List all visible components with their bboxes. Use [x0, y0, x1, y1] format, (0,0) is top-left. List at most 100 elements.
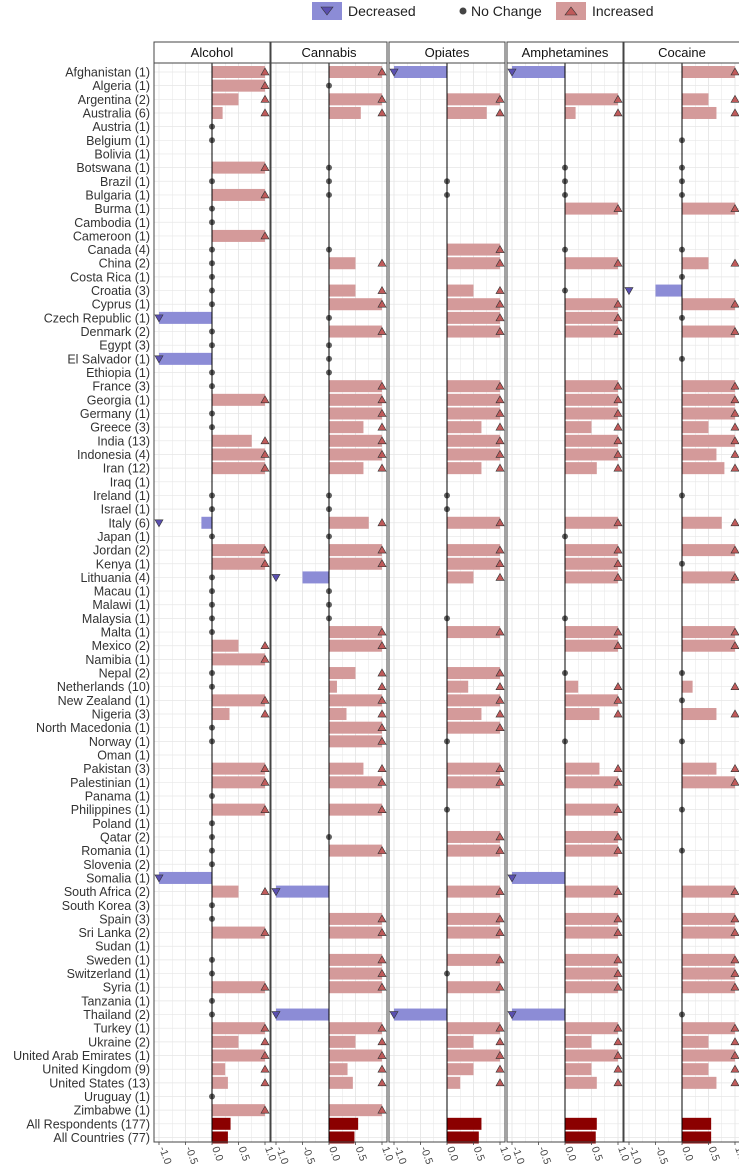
point-amphetamines-syria [613, 982, 623, 991]
bar-alcohol-czech-republic [159, 311, 212, 324]
bar-amphetamines-all-countries [565, 1131, 596, 1144]
point-amphetamines-georgia [613, 395, 623, 404]
point-amphetamines-netherlands [613, 682, 623, 691]
point-alcohol-palestinian [260, 777, 270, 786]
point-amphetamines-sri-lanka [613, 927, 623, 936]
point-cocaine-united-arab-emirates [730, 1050, 739, 1059]
point-amphetamines-germany [613, 408, 623, 417]
point-amphetamines-india [613, 436, 623, 445]
point-alcohol-czech-republic [154, 314, 164, 323]
row-label-spain: Spain (3) [99, 912, 150, 926]
x-tick-label-cannabis: 1.0 [379, 1145, 395, 1163]
panels: Alcohol -1.0 -0.5 0.0 0.5 1.0 Cannabis -1.0 -0.5… [153, 41, 739, 1166]
point-amphetamines-indonesia [613, 449, 623, 458]
bar-cannabis-turkey [329, 1022, 382, 1035]
point-cocaine-china [730, 258, 739, 267]
bar-opiates-qatar [447, 830, 500, 843]
bar-alcohol-kenya [212, 557, 265, 570]
x-tick-label-amphetamines: -1.0 [509, 1145, 527, 1166]
bar-opiates-south-africa [447, 885, 500, 898]
bar-cannabis-nigeria [329, 708, 347, 721]
x-tick-label-cocaine: 1.0 [732, 1145, 739, 1163]
bar-cannabis-australia [329, 106, 361, 119]
bar-alcohol-iran [212, 462, 265, 475]
legend-decreased-label: Decreased [348, 3, 416, 19]
point-cannabis-united-arab-emirates [377, 1050, 387, 1059]
bar-cannabis-all-respondents [329, 1117, 359, 1130]
bar-amphetamines-kenya [565, 557, 618, 570]
bar-cocaine-india [682, 434, 735, 447]
point-opiates-australia [495, 108, 505, 117]
x-tick-label-opiates: -1.0 [391, 1145, 409, 1166]
point-opiates-thailand [389, 1011, 399, 1020]
bar-alcohol-somalia [159, 871, 212, 884]
point-alcohol-jordan [260, 545, 270, 554]
point-amphetamines-switzerland [613, 968, 623, 977]
point-cocaine-turkey [730, 1023, 739, 1032]
row-label-pakistan: Pakistan (3) [83, 762, 150, 776]
row-label-switzerland: Switzerland (1) [67, 967, 150, 981]
row-label-uruguay: Uruguay (1) [84, 1090, 150, 1104]
bar-cocaine-united-kingdom [682, 1063, 709, 1076]
point-opiates-afghanistan [389, 68, 399, 77]
bar-alcohol-mexico [212, 639, 239, 652]
row-label-algeria: Algeria (1) [92, 79, 150, 93]
bar-cocaine-georgia [682, 393, 735, 406]
bar-cannabis-china [329, 257, 356, 270]
bar-cannabis-spain [329, 912, 382, 925]
bar-opiates-argentina [447, 93, 500, 106]
row-label-cameroon: Cameroon (1) [73, 229, 150, 243]
bar-opiates-turkey [447, 1022, 500, 1035]
bar-cocaine-syria [682, 981, 735, 994]
point-opiates-qatar [495, 832, 505, 841]
bar-cocaine-greece [682, 421, 709, 434]
point-amphetamines-cyprus [613, 299, 623, 308]
point-amphetamines-malta [613, 627, 623, 636]
bar-alcohol-new-zealand [212, 694, 265, 707]
bar-cannabis-all-countries [329, 1131, 355, 1144]
point-cannabis-nepal [377, 668, 387, 677]
bar-opiates-ukraine [447, 1035, 474, 1048]
x-tick-label-cannabis: 0.5 [353, 1145, 369, 1163]
row-label-somalia: Somalia (1) [86, 871, 150, 885]
bar-cocaine-australia [682, 106, 717, 119]
bar-cannabis-united-states [329, 1076, 353, 1089]
point-cannabis-philippines [377, 805, 387, 813]
point-cannabis-sri-lanka [377, 927, 387, 936]
row-label-australia: Australia (6) [83, 106, 150, 120]
point-amphetamines-pakistan [613, 764, 623, 772]
point-alcohol-georgia [260, 395, 270, 404]
point-amphetamines-nigeria [613, 709, 623, 718]
point-opiates-palestinian [495, 777, 505, 786]
point-opiates-pakistan [495, 764, 505, 772]
bar-cocaine-switzerland [682, 967, 735, 980]
bar-cannabis-iran [329, 462, 364, 475]
bar-cocaine-cyprus [682, 298, 735, 311]
point-alcohol-australia [260, 108, 270, 117]
point-opiates-china [495, 258, 505, 267]
x-tick-label-opiates: 0.0 [444, 1145, 460, 1163]
bar-amphetamines-somalia [512, 871, 565, 884]
point-alcohol-algeria [260, 81, 270, 89]
bar-cocaine-germany [682, 407, 735, 420]
point-alcohol-turkey [260, 1023, 270, 1032]
bar-amphetamines-new-zealand [565, 694, 618, 707]
point-cocaine-italy [730, 518, 739, 527]
bar-cannabis-zimbabwe [329, 1104, 382, 1117]
point-opiates-denmark [495, 326, 505, 335]
point-cocaine-sweden [730, 955, 739, 964]
bar-opiates-cyprus [447, 298, 500, 311]
point-cocaine-netherlands [730, 682, 739, 691]
point-amphetamines-denmark [613, 326, 623, 335]
bar-amphetamines-ukraine [565, 1035, 592, 1048]
point-alcohol-argentina [260, 94, 270, 103]
point-amphetamines-mexico [613, 641, 623, 650]
point-alcohol-afghanistan [260, 67, 270, 76]
bar-cocaine-ukraine [682, 1035, 709, 1048]
point-opiates-nigeria [495, 709, 505, 718]
point-alcohol-mexico [260, 641, 270, 650]
bar-amphetamines-syria [565, 981, 618, 994]
bar-amphetamines-argentina [565, 93, 618, 106]
bar-cocaine-lithuania [682, 571, 735, 584]
point-cocaine-switzerland [730, 968, 739, 977]
